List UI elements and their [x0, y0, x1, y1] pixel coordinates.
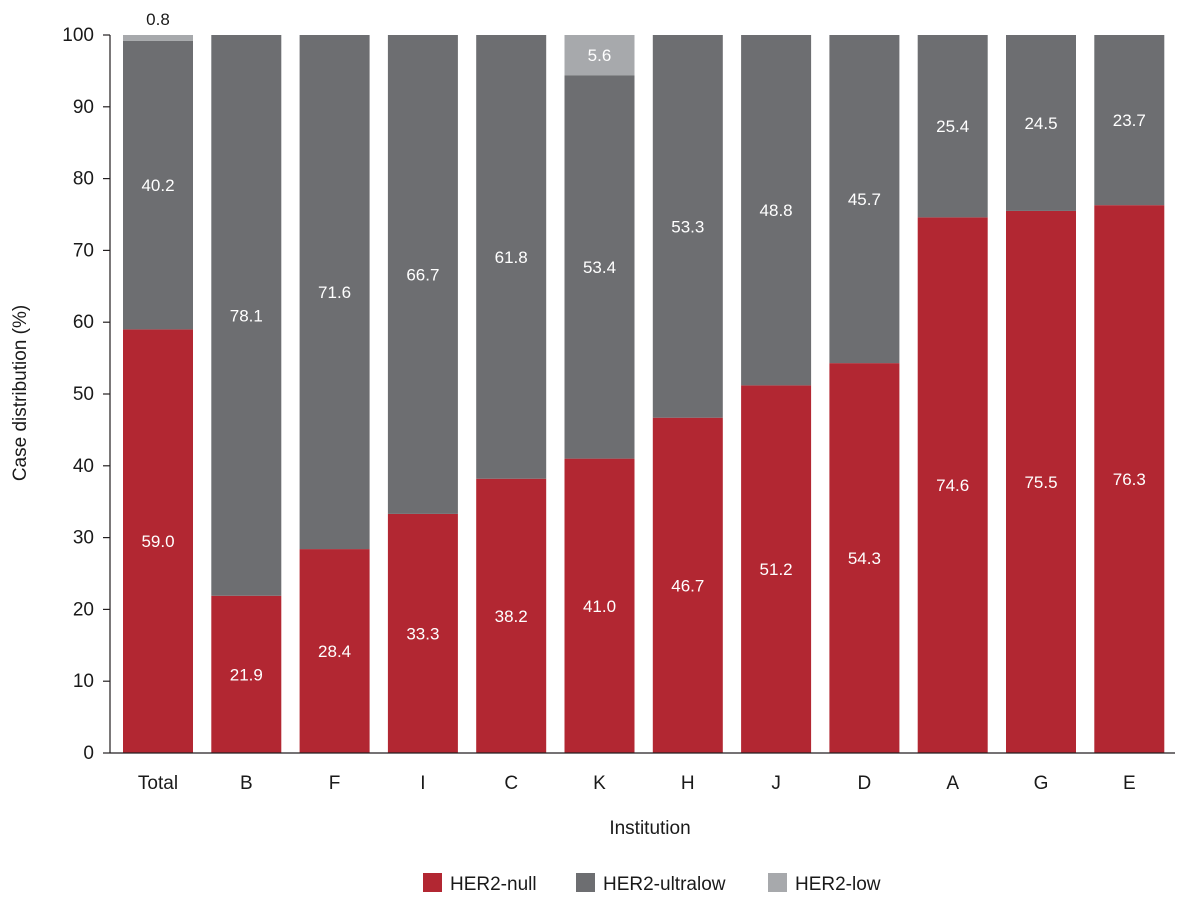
bar-segment	[652, 35, 723, 418]
data-label: 33.3	[406, 624, 439, 643]
y-tick-label: 100	[62, 25, 94, 46]
data-label: 25.4	[936, 117, 969, 136]
bar-segment	[829, 363, 900, 753]
bar-segment	[564, 35, 635, 76]
bar-segment	[387, 513, 458, 753]
bar-segment	[299, 549, 370, 753]
bars: 59.0 40.2 0.8 21.9 78.1 28.4 71.6 33.3 66.7 38.2 6…	[123, 10, 1165, 753]
data-label: 45.7	[848, 190, 881, 209]
bar-segment	[123, 40, 193, 330]
bar-segment	[123, 35, 193, 41]
bar-segment	[1094, 35, 1165, 206]
bar-segment	[476, 478, 547, 753]
legend-label: HER2-low	[795, 874, 881, 895]
bar-segment	[211, 595, 282, 753]
bar-segment	[476, 35, 547, 479]
y-tick-label: 90	[73, 97, 94, 118]
y-tick-label: 50	[73, 384, 94, 405]
data-label: 74.6	[936, 476, 969, 495]
y-tick-label: 40	[73, 456, 94, 477]
bar-segment	[917, 35, 988, 218]
data-label: 5.6	[588, 46, 612, 65]
legend-swatch	[768, 873, 787, 892]
data-label: 40.2	[141, 176, 174, 195]
y-tick-label: 70	[73, 240, 94, 261]
x-tick-label: A	[946, 773, 959, 794]
data-label: 78.1	[230, 306, 263, 325]
data-label: 0.8	[146, 10, 170, 29]
data-label: 54.3	[848, 549, 881, 568]
data-label: 21.9	[230, 665, 263, 684]
x-tick-label: F	[329, 773, 341, 794]
x-tick-label: E	[1123, 773, 1136, 794]
bar-segment	[741, 35, 812, 386]
x-axis: Total B F I C K H J D A G E	[110, 752, 1175, 794]
y-tick-label: 80	[73, 169, 94, 190]
y-tick-label: 60	[73, 312, 94, 333]
bar-segment	[564, 458, 635, 753]
x-tick-label: B	[240, 773, 253, 794]
data-label: 66.7	[406, 265, 439, 284]
data-label: 28.4	[318, 642, 351, 661]
bar-segment	[1006, 35, 1076, 211]
y-axis-title: Case distribution (%)	[10, 305, 31, 481]
bar-segment	[829, 35, 900, 364]
bar-segment	[387, 35, 458, 514]
legend-swatch	[576, 873, 595, 892]
bar-segment	[211, 35, 282, 596]
bar-segment	[564, 75, 635, 459]
data-label: 61.8	[495, 248, 528, 267]
data-label: 75.5	[1024, 473, 1057, 492]
data-label: 53.4	[583, 258, 616, 277]
x-tick-label: H	[681, 773, 695, 794]
legend: HER2-null HER2-ultralow HER2-low	[423, 873, 881, 895]
data-label: 41.0	[583, 597, 616, 616]
bar-segment	[917, 217, 988, 753]
data-label: 59.0	[141, 532, 174, 551]
data-label: 24.5	[1024, 114, 1057, 133]
legend-swatch	[423, 873, 442, 892]
x-axis-title: Institution	[609, 818, 690, 839]
x-tick-label: G	[1034, 773, 1049, 794]
x-tick-label: J	[771, 773, 781, 794]
x-tick-label: Total	[138, 773, 178, 794]
data-label: 76.3	[1113, 470, 1146, 489]
x-tick-label: I	[420, 773, 425, 794]
data-label: 23.7	[1113, 111, 1146, 130]
data-label: 38.2	[495, 607, 528, 626]
x-tick-label: D	[858, 773, 872, 794]
y-tick-label: 20	[73, 599, 94, 620]
y-tick-label: 10	[73, 671, 94, 692]
y-tick-label: 0	[83, 743, 94, 764]
legend-label: HER2-null	[450, 874, 537, 895]
bar-segment	[299, 35, 370, 550]
x-tick-label: K	[593, 773, 606, 794]
data-label: 71.6	[318, 283, 351, 302]
bar-segment	[741, 385, 812, 753]
y-axis: 0 10 20 30 40 50 60 70 80 90 100	[62, 25, 111, 764]
y-tick-label: 30	[73, 528, 94, 549]
bar-segment	[1006, 210, 1076, 753]
legend-label: HER2-ultralow	[603, 874, 726, 895]
data-label: 53.3	[671, 217, 704, 236]
bar-segment	[652, 417, 723, 753]
data-label: 51.2	[760, 560, 793, 579]
data-label: 48.8	[760, 201, 793, 220]
x-tick-label: C	[504, 773, 518, 794]
bar-segment	[1094, 205, 1165, 753]
data-label: 46.7	[671, 576, 704, 595]
bar-segment	[123, 329, 193, 753]
